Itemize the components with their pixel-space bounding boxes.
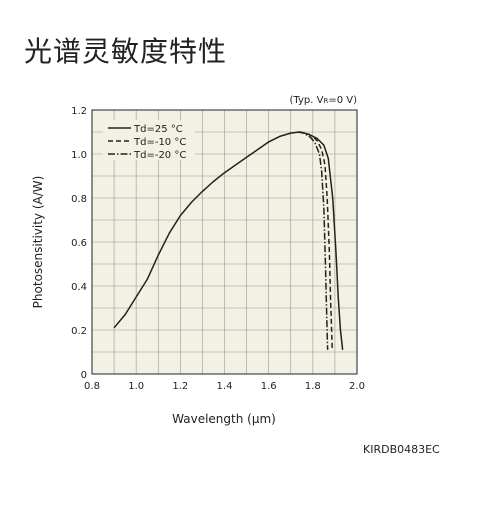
y-tick-label: 0.2 [71, 326, 87, 337]
y-axis-label: Photosensitivity (A/W) [31, 176, 45, 309]
x-tick-label: 2.0 [349, 381, 365, 392]
y-tick-label: 0 [81, 370, 87, 381]
curves [113, 131, 344, 350]
curve-td-minus10 [299, 131, 334, 350]
y-tick-label: 0.6 [71, 238, 87, 249]
x-tick-label: 0.8 [84, 381, 100, 392]
plot-frame [91, 109, 358, 375]
x-tick-label: 1.8 [305, 381, 321, 392]
y-tick-label: 0.4 [71, 282, 87, 293]
condition-subscript: R [323, 97, 328, 105]
grid [92, 110, 357, 374]
axes: 0.8 1.0 1.2 1.4 1.6 1.8 2.0 0 0.2 0.4 0.6 0.8 1.0 1.2 [71, 106, 365, 392]
legend-label-25: Td=25 °C [133, 124, 183, 135]
x-tick-label: 1.0 [128, 381, 144, 392]
figure-code: KIRDB0483EC [363, 443, 440, 456]
legend-label-minus10: Td=-10 °C [133, 137, 186, 148]
curve-td-minus20 [297, 131, 329, 350]
legend-label-minus20: Td=-20 °C [133, 150, 186, 161]
condition-label: (Typ. VR=0 V) [290, 95, 358, 106]
x-tick-label: 1.4 [217, 381, 233, 392]
x-tick-label: 1.2 [172, 381, 188, 392]
x-tick-label: 1.6 [261, 381, 277, 392]
curve-td-25 [113, 131, 344, 350]
spectral-response-chart: 0.8 1.0 1.2 1.4 1.6 1.8 2.0 0 0.2 0.4 0.6 0.8 1.0 1.2… [31, 95, 365, 426]
y-tick-label: 1.0 [71, 150, 87, 161]
y-tick-label: 0.8 [71, 194, 87, 205]
y-tick-label: 1.2 [71, 106, 87, 117]
page-title: 光谱灵敏度特性 [24, 35, 228, 68]
legend: Td=25 °C Td=-10 °C Td=-20 °C [103, 120, 195, 161]
x-axis-label: Wavelength (μm) [172, 412, 276, 426]
